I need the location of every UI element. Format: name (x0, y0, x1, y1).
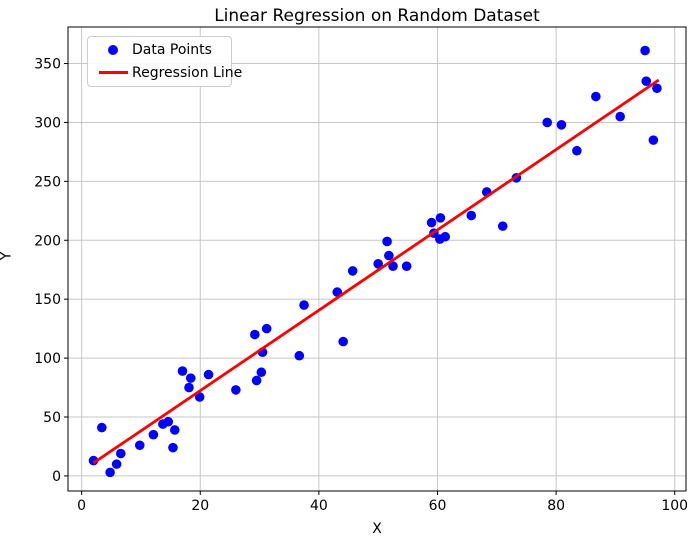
data-point (435, 213, 446, 223)
regression-line (92, 78, 660, 465)
data-point (401, 261, 412, 271)
y-tick-label: 350 (34, 57, 61, 73)
data-point (105, 467, 115, 478)
data-point (194, 392, 205, 402)
data-point (640, 45, 650, 56)
data-point (299, 300, 309, 310)
legend-label-regression-line: Regression Line (132, 64, 243, 81)
data-point (382, 236, 392, 247)
data-point (184, 382, 194, 393)
data-point (177, 366, 188, 376)
y-tick-label: 100 (34, 351, 61, 367)
data-point (652, 83, 662, 94)
data-point (256, 367, 267, 378)
data-point (648, 135, 659, 145)
data-point (169, 425, 180, 435)
plot-border (67, 26, 687, 492)
data-point (231, 385, 241, 395)
y-axis-label: Y (0, 252, 14, 261)
y-tick-label: 50 (43, 410, 61, 426)
data-point (384, 250, 394, 261)
legend-entry-data-points: Data Points (94, 39, 225, 61)
data-point (115, 448, 126, 459)
data-point (591, 91, 601, 102)
y-tick-label: 0 (52, 469, 61, 485)
data-point (542, 117, 553, 128)
x-tick-label: 60 (429, 498, 447, 514)
data-point (440, 231, 451, 242)
x-tick-label: 0 (77, 498, 86, 514)
line-marker-icon (98, 71, 128, 75)
data-point (163, 416, 174, 427)
y-tick-label: 150 (34, 292, 61, 308)
legend-label-data-points: Data Points (132, 42, 212, 59)
data-point (148, 429, 159, 440)
data-point (185, 373, 196, 383)
data-point (388, 261, 398, 271)
data-point (556, 119, 567, 130)
legend: Data Points Regression Line (87, 36, 242, 87)
data-point (641, 76, 652, 87)
data-point (294, 350, 305, 361)
data-point (203, 369, 214, 380)
data-point (373, 259, 383, 269)
y-tick-label: 250 (34, 174, 61, 190)
data-point (615, 111, 625, 122)
data-point (497, 221, 508, 231)
data-point (466, 210, 477, 221)
data-point (97, 422, 107, 433)
data-point (261, 323, 272, 334)
data-point (134, 440, 145, 451)
chart-title: Linear Regression on Random Dataset (214, 6, 540, 26)
x-tick-label: 100 (661, 498, 688, 514)
data-point (338, 336, 348, 347)
legend-entry-regression-line: Regression Line (94, 62, 242, 84)
data-point (168, 442, 178, 453)
data-point (111, 459, 122, 469)
x-axis-label: X (372, 521, 382, 537)
x-tick-label: 80 (547, 498, 565, 514)
y-tick-label: 200 (34, 233, 61, 249)
data-point (347, 266, 358, 276)
data-point (572, 145, 582, 156)
x-tick-label: 20 (191, 498, 209, 514)
scatter-marker-icon (108, 45, 118, 56)
y-tick-label: 300 (34, 115, 61, 131)
legend-marker-column (94, 45, 132, 56)
x-tick-label: 40 (310, 498, 328, 514)
data-point (251, 375, 262, 386)
data-point (250, 329, 260, 340)
data-point (426, 217, 437, 228)
legend-marker-column (94, 71, 132, 75)
